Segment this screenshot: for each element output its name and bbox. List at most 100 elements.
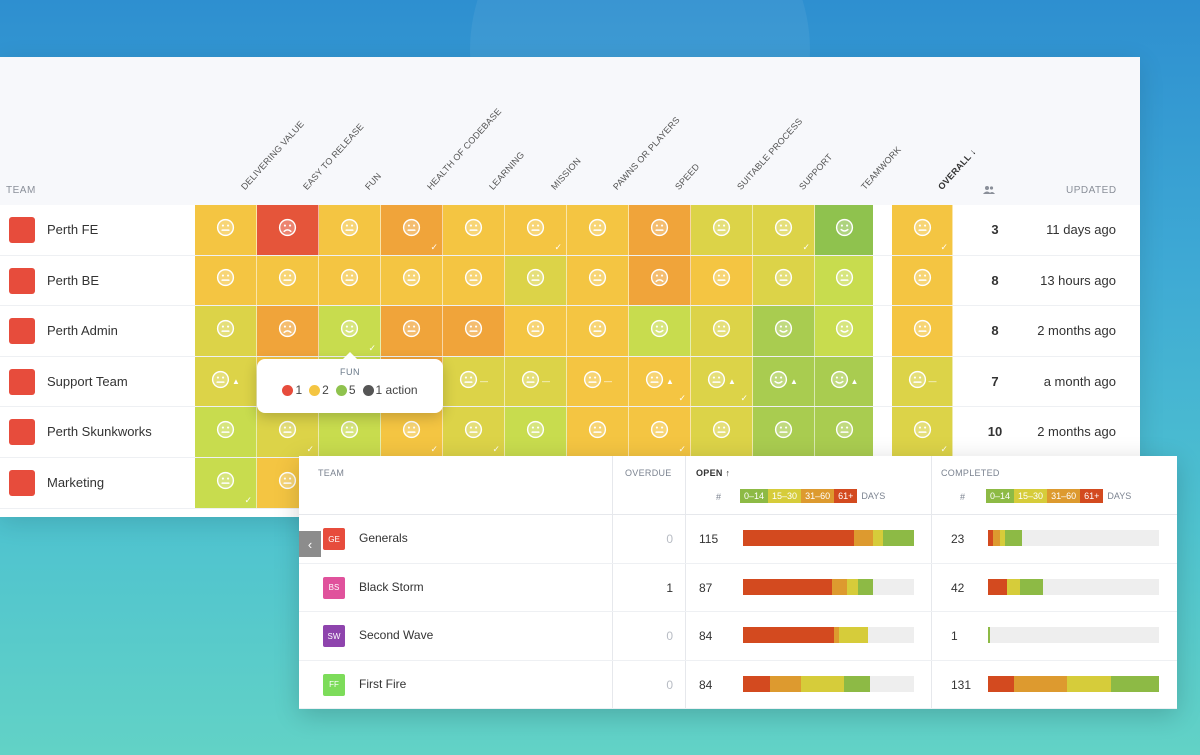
column-header-fun[interactable]: FUN bbox=[319, 57, 383, 205]
chevron-left-icon[interactable]: ‹ bbox=[299, 531, 321, 557]
health-cell[interactable] bbox=[753, 255, 815, 306]
people-icon[interactable] bbox=[983, 185, 995, 198]
health-cell[interactable]: ✓ bbox=[892, 205, 953, 255]
column-header-overall[interactable]: OVERALL ↓ bbox=[892, 57, 978, 205]
column-header-learning[interactable]: LEARNING bbox=[443, 57, 526, 205]
column-header-suitable-process[interactable]: SUITABLE PROCESS bbox=[691, 57, 804, 205]
health-cell[interactable] bbox=[195, 407, 257, 457]
health-cell[interactable]: — bbox=[505, 356, 567, 407]
actions-row[interactable]: BS Black Storm 1 87 42 bbox=[299, 564, 1177, 612]
team-name[interactable]: Support Team bbox=[47, 373, 128, 389]
team-name[interactable]: Perth FE bbox=[47, 222, 99, 237]
age-distribution-bar[interactable] bbox=[743, 530, 914, 546]
health-cell[interactable] bbox=[691, 306, 753, 356]
health-cell[interactable]: — bbox=[892, 356, 953, 407]
team-row[interactable]: Perth Skunkworks 10 2 months ago ✓ ✓ ✓ ✓ ✓ bbox=[0, 407, 1140, 458]
team-name[interactable]: Black Storm bbox=[359, 579, 424, 594]
actions-row[interactable]: SW Second Wave 0 84 1 bbox=[299, 612, 1177, 661]
health-cell[interactable] bbox=[443, 205, 505, 255]
team-name[interactable]: Marketing bbox=[47, 475, 105, 490]
updated-column-header[interactable]: UPDATED bbox=[1066, 185, 1117, 196]
health-cell[interactable] bbox=[319, 407, 381, 457]
team-row[interactable]: Perth Admin 8 2 months ago ✓ bbox=[0, 306, 1140, 357]
column-header-health-of-codebase[interactable]: HEALTH OF CODEBASE bbox=[381, 57, 503, 205]
health-cell[interactable]: ✓ bbox=[892, 407, 953, 457]
age-distribution-bar[interactable] bbox=[743, 627, 914, 643]
health-cell[interactable]: ✓ bbox=[195, 458, 257, 508]
health-cell[interactable]: — bbox=[443, 356, 505, 407]
team-name[interactable]: Second Wave bbox=[359, 628, 434, 642]
health-cell[interactable] bbox=[567, 306, 629, 356]
health-cell[interactable] bbox=[319, 205, 381, 255]
age-distribution-bar[interactable] bbox=[988, 578, 1159, 595]
health-cell[interactable]: ✓ bbox=[753, 205, 815, 255]
column-header-easy-to-release[interactable]: EASY TO RELEASE bbox=[257, 57, 366, 205]
health-cell[interactable] bbox=[629, 205, 691, 255]
health-cell[interactable] bbox=[691, 205, 753, 255]
column-header-teamwork[interactable]: TEAMWORK bbox=[815, 57, 903, 205]
age-distribution-bar[interactable] bbox=[988, 627, 1159, 643]
health-cell[interactable] bbox=[892, 306, 953, 356]
team-row[interactable]: Perth FE 3 11 days ago ✓ ✓ ✓ ✓ bbox=[0, 205, 1140, 256]
health-cell[interactable]: ✓ bbox=[381, 407, 443, 457]
health-cell[interactable] bbox=[629, 306, 691, 356]
team-name[interactable]: Perth Admin bbox=[47, 323, 118, 339]
health-cell[interactable] bbox=[691, 255, 753, 306]
actions-row[interactable]: GE Generals 0 115 23 bbox=[299, 515, 1177, 564]
health-cell[interactable] bbox=[381, 255, 443, 306]
health-cell[interactable] bbox=[381, 306, 443, 356]
health-cell[interactable] bbox=[892, 255, 953, 306]
age-distribution-bar[interactable] bbox=[743, 578, 914, 595]
age-distribution-bar[interactable] bbox=[988, 675, 1159, 692]
health-cell[interactable] bbox=[195, 306, 257, 356]
column-header-support[interactable]: SUPPORT bbox=[753, 57, 834, 205]
health-cell[interactable] bbox=[443, 255, 505, 306]
health-cell[interactable]: ✓ bbox=[319, 306, 381, 356]
health-cell[interactable]: ▲ bbox=[753, 356, 815, 407]
age-distribution-bar[interactable] bbox=[743, 675, 914, 692]
health-cell[interactable] bbox=[195, 255, 257, 306]
health-cell[interactable] bbox=[257, 306, 319, 356]
health-cell[interactable]: ▲ bbox=[195, 356, 257, 407]
team-column-header[interactable]: TEAM bbox=[6, 185, 36, 196]
health-cell[interactable] bbox=[815, 205, 877, 255]
health-cell[interactable] bbox=[195, 205, 257, 255]
health-cell[interactable]: ✓ bbox=[505, 205, 567, 255]
health-cell[interactable] bbox=[257, 205, 319, 255]
actions-row[interactable]: FF First Fire 0 84 131 bbox=[299, 661, 1177, 709]
health-cell[interactable] bbox=[567, 205, 629, 255]
health-cell[interactable] bbox=[815, 255, 877, 306]
health-cell[interactable]: ✓ bbox=[257, 407, 319, 457]
health-cell[interactable] bbox=[691, 407, 753, 457]
completed-header[interactable]: COMPLETED bbox=[941, 468, 1000, 478]
column-header-pawns-or-players[interactable]: PAWNS OR PLAYERS bbox=[567, 57, 682, 205]
health-cell[interactable] bbox=[505, 255, 567, 306]
health-cell[interactable]: ✓ bbox=[443, 407, 505, 457]
health-cell[interactable] bbox=[567, 407, 629, 457]
health-cell[interactable] bbox=[257, 255, 319, 306]
column-header-speed[interactable]: SPEED bbox=[629, 57, 702, 205]
health-cell[interactable] bbox=[505, 306, 567, 356]
health-cell[interactable]: — bbox=[567, 356, 629, 407]
health-cell[interactable] bbox=[505, 407, 567, 457]
health-cell[interactable]: ✓ bbox=[629, 407, 691, 457]
health-cell[interactable]: ▲ bbox=[815, 356, 877, 407]
column-header-delivering-value[interactable]: DELIVERING VALUE bbox=[195, 57, 306, 205]
health-cell[interactable] bbox=[753, 407, 815, 457]
health-cell[interactable]: ✓ bbox=[381, 205, 443, 255]
health-cell[interactable] bbox=[629, 255, 691, 306]
team-name[interactable]: Perth Skunkworks bbox=[47, 424, 152, 440]
health-cell[interactable] bbox=[319, 255, 381, 306]
health-cell[interactable] bbox=[753, 306, 815, 356]
overdue-header[interactable]: OVERDUE bbox=[625, 468, 672, 478]
team-name[interactable]: Perth BE bbox=[47, 272, 100, 288]
open-header[interactable]: OPEN ↑ bbox=[696, 468, 731, 478]
health-cell[interactable] bbox=[815, 407, 877, 457]
health-cell[interactable] bbox=[567, 255, 629, 306]
column-header-mission[interactable]: MISSION bbox=[505, 57, 583, 205]
team-name[interactable]: First Fire bbox=[359, 676, 407, 691]
health-cell[interactable] bbox=[815, 306, 877, 356]
team-name[interactable]: Generals bbox=[359, 531, 408, 545]
age-distribution-bar[interactable] bbox=[988, 530, 1159, 546]
